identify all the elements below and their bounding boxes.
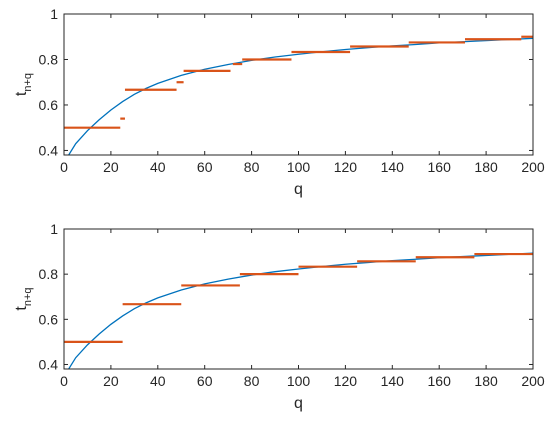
axes-box: [63, 228, 534, 370]
x-tick-label: 140: [381, 373, 405, 389]
y-tick-label: 0.6: [39, 97, 59, 113]
y-axis-label: tn+q: [13, 287, 34, 310]
x-tick-label: 120: [334, 159, 358, 175]
y-axis-label-main: t: [13, 91, 30, 96]
plot-area: [64, 252, 533, 369]
x-tick-label: 160: [428, 373, 452, 389]
y-tick-label: 0.8: [39, 51, 59, 67]
y-tick-label: 0.6: [39, 311, 59, 327]
x-tick-label: 40: [150, 373, 166, 389]
x-tick-label: 20: [103, 159, 119, 175]
subplot-top: 0 20 40 60 80 100 120 140 160 180 200 0.4 0.6 0.8 1 q tn…: [13, 6, 545, 198]
x-tick-label: 80: [244, 159, 260, 175]
y-tick-label: 0.8: [39, 266, 59, 282]
y-tick-label: 0.4: [39, 356, 59, 372]
y-axis-label-subscript: n+q: [22, 287, 34, 306]
x-tick-label: 100: [287, 373, 311, 389]
x-tick-label: 180: [474, 159, 498, 175]
series-curve: [68, 37, 533, 155]
x-axis-label: q: [294, 395, 303, 412]
x-tick-label: 0: [60, 373, 68, 389]
x-tick-label: 140: [381, 159, 405, 175]
series-curve: [68, 252, 533, 369]
x-tick-label: 0: [60, 159, 68, 175]
subplot-bottom: 0 20 40 60 80 100 120 140 160 180 200 0.4 0.6 0.8 1 q tn…: [13, 221, 545, 412]
y-axis-label: tn+q: [13, 73, 34, 96]
x-tick-label: 100: [287, 159, 311, 175]
x-tick-label: 160: [428, 159, 452, 175]
axes-box: [63, 13, 534, 156]
x-tick-label: 80: [244, 373, 260, 389]
plot-area: [64, 35, 533, 155]
x-tick-label: 60: [197, 373, 213, 389]
x-tick-label: 180: [474, 373, 498, 389]
x-tick-label: 40: [150, 159, 166, 175]
y-tick-label: 0.4: [39, 142, 59, 158]
x-tick-label: 200: [521, 373, 545, 389]
x-tick-label: 200: [521, 159, 545, 175]
x-tick-label: 60: [197, 159, 213, 175]
y-tick-label: 1: [50, 6, 58, 22]
y-tick-label: 1: [50, 221, 58, 237]
x-tick-label: 20: [103, 373, 119, 389]
y-axis-label-subscript: n+q: [22, 73, 34, 92]
x-tick-label: 120: [334, 373, 358, 389]
y-axis-label-main: t: [13, 306, 30, 311]
x-axis-label: q: [294, 181, 303, 198]
